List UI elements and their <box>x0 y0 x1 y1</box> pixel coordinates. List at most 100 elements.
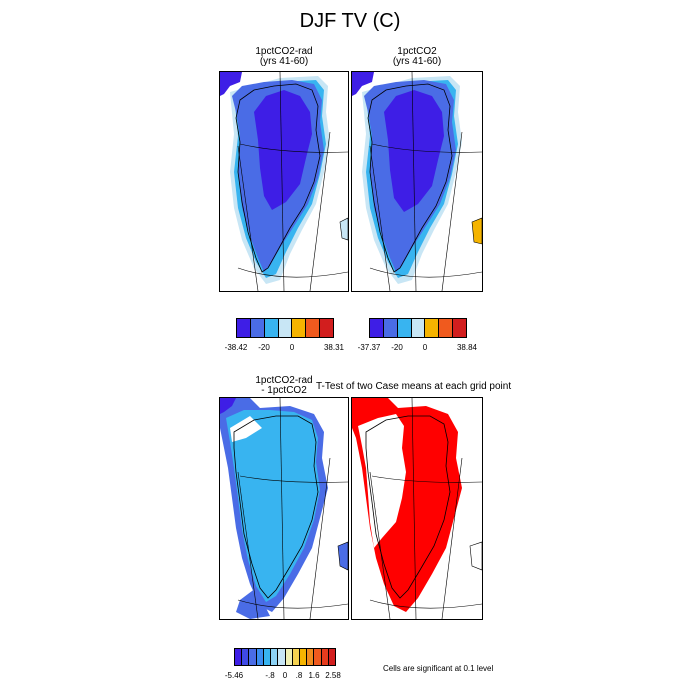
map-panel-1pctco2-rad <box>219 71 349 292</box>
meridian-2 <box>411 72 417 291</box>
colorbar-2-label-3: 38.84 <box>456 343 478 352</box>
cb1-swatch-4 <box>292 319 307 337</box>
cb3-swatch-4 <box>263 649 272 665</box>
colorbar-2-label-1: -20 <box>391 343 403 352</box>
cb3-swatch-13 <box>328 649 336 665</box>
cb3-swatch-10 <box>307 649 315 665</box>
coastline <box>367 83 453 273</box>
deep-blue-corner <box>220 72 242 96</box>
figure-title: DJF TV (C) <box>299 10 401 32</box>
map-panel-ttest <box>351 397 483 620</box>
non-significant-interior <box>358 414 406 548</box>
colorbar-1-label-0: -38.42 <box>224 343 248 352</box>
cb3-swatch-6 <box>278 649 286 665</box>
panel-3-title-line2: - 1pctCO2 <box>261 385 307 396</box>
parallel-2 <box>369 599 482 609</box>
panel-3-title-line1: 1pctCO2-rad <box>255 375 313 386</box>
meridian-3 <box>309 131 331 291</box>
colorbar-2 <box>369 318 467 338</box>
panel-3-title: 1pctCO2-rad - 1pctCO2 <box>220 376 348 396</box>
cb2-swatch-5 <box>439 319 454 337</box>
panel-1-title-line2: (yrs 41-60) <box>259 56 309 67</box>
parallel-1 <box>371 143 482 153</box>
panel-1-title: 1pctCO2-rad (yrs 41-60) <box>220 47 348 67</box>
colorbar-3 <box>234 648 336 666</box>
iceland-outline <box>337 541 348 571</box>
panel-2-title-line1: 1pctCO2 <box>397 46 437 57</box>
coastline <box>365 415 451 599</box>
colorbar-1-label-3: 38.31 <box>323 343 345 352</box>
deep-blue-corner <box>220 398 236 414</box>
colorbar-2-label-0: -37.37 <box>357 343 381 352</box>
deep-blue-region <box>254 90 312 210</box>
cb3-swatch-7 <box>285 649 293 665</box>
meridian-1 <box>369 145 391 291</box>
cb1-swatch-6 <box>320 319 334 337</box>
white-notch <box>230 416 262 442</box>
parallel-1 <box>371 475 482 483</box>
colorbar-3-label-5: 2.58 <box>325 671 341 680</box>
meridian-1 <box>237 471 259 619</box>
colorbar-1 <box>236 318 334 338</box>
cb3-swatch-8 <box>292 649 300 665</box>
cb3-swatch-11 <box>314 649 322 665</box>
cb3-swatch-12 <box>321 649 329 665</box>
map-panel-difference <box>219 397 349 620</box>
deep-blue-corner <box>352 72 374 96</box>
parallel-2 <box>369 267 482 278</box>
panel-1-title-line1: 1pctCO2-rad <box>255 46 313 57</box>
panel-2-title: 1pctCO2 (yrs 41-60) <box>352 47 482 67</box>
panel-4-title-line1: T-Test of two Case means at each grid po… <box>316 381 512 392</box>
cb2-swatch-3 <box>411 319 426 337</box>
cb3-swatch-5 <box>271 649 279 665</box>
colorbar-1-label-1: -20 <box>258 343 270 352</box>
meridian-2 <box>279 398 285 619</box>
colorbar-3-label-0: -5.46 <box>224 671 244 680</box>
cb3-swatch-2 <box>249 649 257 665</box>
cb1-swatch-0 <box>237 319 251 337</box>
colorbar-3-label-1: -.8 <box>265 671 275 680</box>
cb3-swatch-9 <box>299 649 308 665</box>
meridian-2 <box>279 72 285 291</box>
meridian-3 <box>441 457 463 619</box>
coastline <box>233 415 319 599</box>
meridian-1 <box>369 471 391 619</box>
mid-blue-rim <box>236 588 270 619</box>
panel-2-title-line2: (yrs 41-60) <box>392 56 442 67</box>
map-3-svg <box>220 398 348 619</box>
colorbar-1-label-2: 0 <box>289 343 295 352</box>
cb2-swatch-0 <box>370 319 384 337</box>
cb2-swatch-2 <box>397 319 412 337</box>
significance-note: Cells are significant at 0.1 level <box>383 664 494 673</box>
cb1-swatch-1 <box>250 319 265 337</box>
deep-blue-region <box>384 90 444 212</box>
cb1-swatch-2 <box>264 319 279 337</box>
colorbar-3-label-4: 1.6 <box>308 671 320 680</box>
cb2-swatch-6 <box>453 319 467 337</box>
colorbar-2-label-2: 0 <box>422 343 428 352</box>
parallel-1 <box>239 143 348 153</box>
meridian-3 <box>309 457 331 619</box>
panel-4-title: T-Test of two Case means at each grid po… <box>316 382 511 392</box>
map-1-svg <box>220 72 348 291</box>
iceland-outline <box>339 217 348 241</box>
parallel-2 <box>237 267 348 278</box>
cb3-swatch-3 <box>256 649 264 665</box>
colorbar-3-label-3: .8 <box>295 671 303 680</box>
parallel-1 <box>239 475 348 483</box>
cb2-swatch-1 <box>383 319 398 337</box>
cb1-swatch-3 <box>278 319 293 337</box>
cb3-swatch-0 <box>235 649 243 665</box>
colorbar-3-label-2: 0 <box>282 671 288 680</box>
coastline <box>235 83 321 273</box>
cb2-swatch-4 <box>425 319 440 337</box>
cb1-swatch-5 <box>306 319 321 337</box>
parallel-2 <box>237 599 348 609</box>
map-panel-1pctco2 <box>351 71 483 292</box>
iceland-outline <box>471 217 482 245</box>
meridian-2 <box>411 398 417 619</box>
map-2-svg <box>352 72 482 291</box>
cb3-swatch-1 <box>242 649 250 665</box>
meridian-1 <box>237 145 259 291</box>
meridian-3 <box>441 131 463 291</box>
